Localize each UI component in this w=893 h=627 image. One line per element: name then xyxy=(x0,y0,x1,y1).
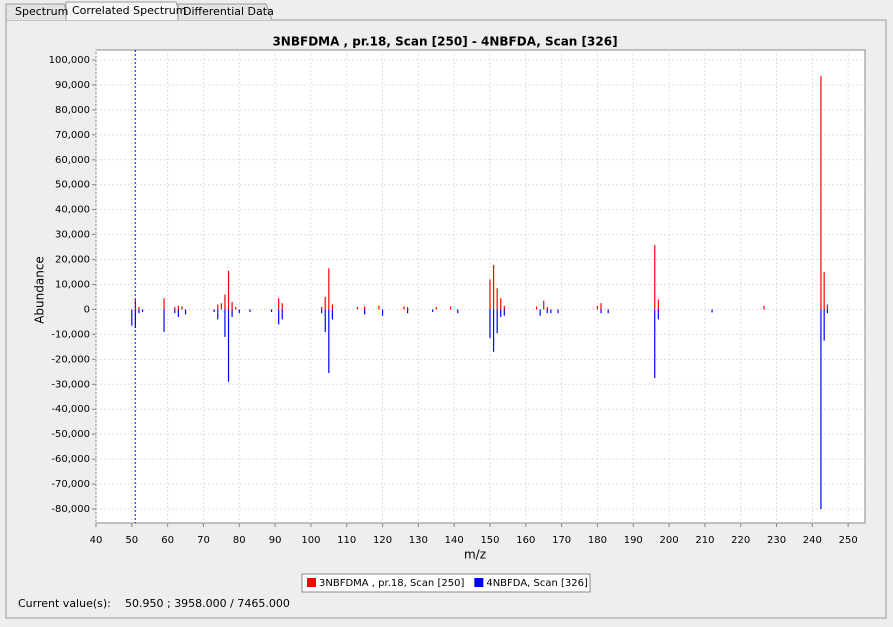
x-tick-label: 190 xyxy=(624,535,643,546)
y-tick-label: -20,000 xyxy=(51,354,90,365)
tab-label[interactable]: Spectrum xyxy=(15,5,68,18)
x-tick-label: 90 xyxy=(269,535,282,546)
y-tick-label: 20,000 xyxy=(55,255,90,266)
y-tick-label: 50,000 xyxy=(55,180,90,191)
y-tick-label: 40,000 xyxy=(55,205,90,216)
y-tick-label: -70,000 xyxy=(51,479,90,490)
x-tick-label: 230 xyxy=(767,535,786,546)
y-tick-label: 0 xyxy=(84,304,90,315)
legend-swatch xyxy=(307,578,316,587)
x-tick-label: 50 xyxy=(125,535,138,546)
x-tick-label: 180 xyxy=(588,535,607,546)
y-axis-label: Abundance xyxy=(33,256,47,324)
y-tick-label: -40,000 xyxy=(51,404,90,415)
x-tick-label: 40 xyxy=(90,535,103,546)
x-tick-label: 250 xyxy=(839,535,858,546)
chart-title: 3NBFDMA , pr.18, Scan [250] - 4NBFDA, Sc… xyxy=(272,35,617,49)
x-tick-label: 160 xyxy=(516,535,535,546)
x-tick-label: 130 xyxy=(409,535,428,546)
y-tick-label: 70,000 xyxy=(55,130,90,141)
y-tick-label: 10,000 xyxy=(55,280,90,291)
y-tick-label: 80,000 xyxy=(55,105,90,116)
x-tick-label: 200 xyxy=(660,535,679,546)
legend-swatch xyxy=(474,578,484,587)
x-tick-label: 70 xyxy=(197,535,210,546)
tab-label[interactable]: Differential Data xyxy=(183,5,274,18)
tab-label[interactable]: Correlated Spectrum xyxy=(72,4,186,17)
x-axis-label: m/z xyxy=(464,548,486,562)
tab[interactable] xyxy=(177,3,273,21)
legend-label: 3NBFDMA , pr.18, Scan [250] xyxy=(319,578,464,589)
status-label: Current value(s): xyxy=(18,597,111,610)
status-value: 50.950 ; 3958.000 / 7465.000 xyxy=(125,597,290,610)
y-tick-label: -30,000 xyxy=(51,379,90,390)
y-tick-label: -60,000 xyxy=(51,454,90,465)
x-tick-label: 210 xyxy=(695,535,714,546)
y-tick-label: -10,000 xyxy=(51,329,90,340)
x-tick-label: 110 xyxy=(337,535,356,546)
x-tick-label: 140 xyxy=(445,535,464,546)
y-tick-label: 30,000 xyxy=(55,230,90,241)
x-tick-label: 240 xyxy=(803,535,822,546)
legend xyxy=(301,573,591,593)
x-tick-label: 80 xyxy=(233,535,246,546)
x-tick-label: 150 xyxy=(480,535,499,546)
x-tick-label: 100 xyxy=(301,535,320,546)
y-tick-label: -50,000 xyxy=(51,429,90,440)
y-tick-label: 90,000 xyxy=(55,80,90,91)
x-tick-label: 170 xyxy=(552,535,571,546)
plot-area xyxy=(95,49,866,524)
y-tick-label: 60,000 xyxy=(55,155,90,166)
y-tick-label: 100,000 xyxy=(49,55,90,66)
y-tick-label: -80,000 xyxy=(51,504,90,515)
x-tick-label: 60 xyxy=(161,535,174,546)
x-tick-label: 220 xyxy=(731,535,750,546)
x-tick-label: 120 xyxy=(373,535,392,546)
legend-label: 4NBFDA, Scan [326] xyxy=(486,578,588,589)
